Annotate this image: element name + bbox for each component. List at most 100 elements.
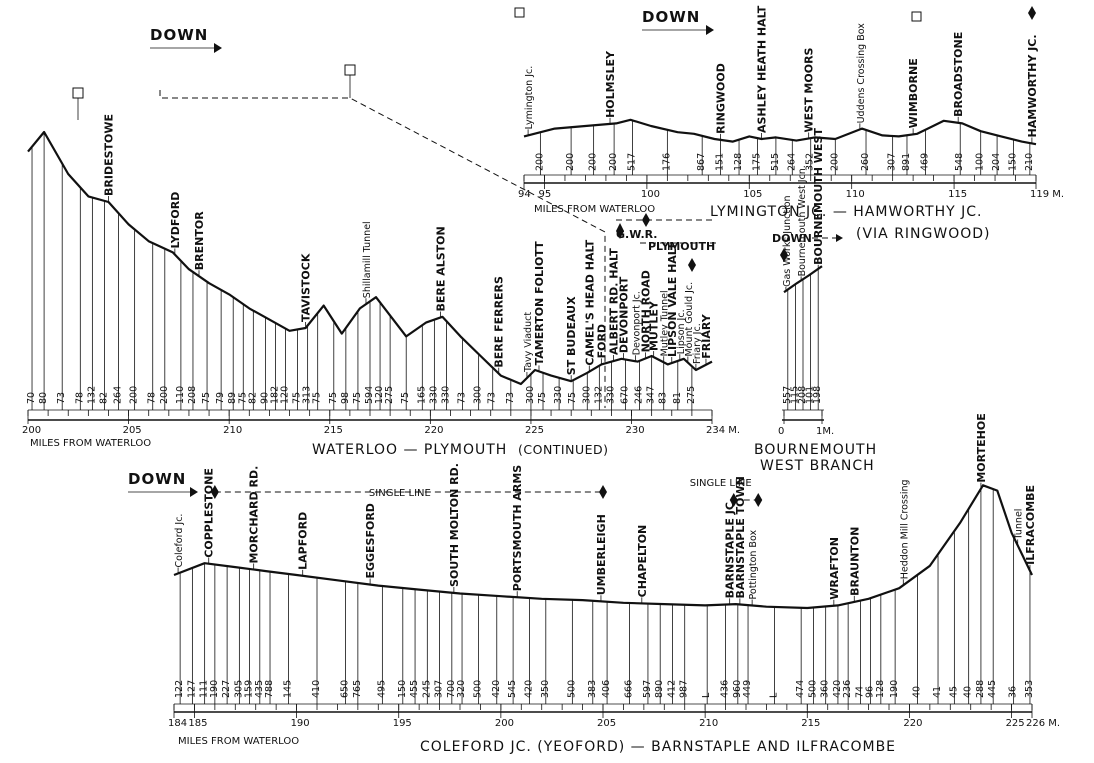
gradient-label: 594: [364, 386, 375, 404]
gradient-label: 75: [537, 392, 548, 404]
station-label: Friary Jc.: [692, 323, 703, 364]
station-label: ST BUDEAUX: [565, 296, 578, 375]
station-label: DEVONPORT: [617, 276, 630, 353]
station-label: ASHLEY HEATH HALT: [756, 5, 769, 133]
gradient-label: 353: [1024, 680, 1035, 698]
gradient-label: 960: [732, 680, 743, 698]
gradient-label: 330: [605, 386, 616, 404]
station-label: BRIDESTOWE: [102, 114, 115, 196]
gradient-label: 75: [292, 392, 303, 404]
gradient-label: 557: [782, 386, 793, 404]
x-tick-label: 95: [538, 189, 551, 200]
wp-plymouth-label: PLYMOUTH: [648, 240, 715, 253]
gradient-label: 115: [789, 386, 800, 404]
x-tick-label: 190: [291, 718, 310, 729]
station-label: UMBERLEIGH: [595, 514, 608, 595]
gradient-label: 788: [264, 680, 275, 698]
gradient-label: 890: [654, 680, 665, 698]
station-label: LYDFORD: [169, 192, 182, 249]
station-label: Gas Works Junction: [782, 195, 793, 286]
station-label: BARNSTAPLE TOWN: [734, 476, 747, 598]
gradient-label: 300: [525, 386, 536, 404]
gradient-label: 73: [487, 392, 498, 404]
station-label: BARNSTAPLE JC.: [724, 498, 737, 598]
gradient-label: 500: [807, 680, 818, 698]
gradient-label: 350: [540, 680, 551, 698]
gradient-label: 867: [696, 153, 707, 171]
gradient-label: 449: [742, 680, 753, 698]
gradient-label: 74: [854, 686, 865, 698]
gradient-label: 891: [901, 153, 912, 171]
station-label: FRIARY: [700, 313, 713, 358]
gradient-label: 410: [311, 680, 322, 698]
gradient-label: 264: [786, 153, 797, 171]
waterloo-plymouth-profile: 200 205 210 215 220 225 230 234 M. 70 80 73 78 132 8…: [22, 64, 740, 458]
gradient-label: 495: [376, 680, 387, 698]
gradient-label: 151: [715, 153, 726, 171]
gradient-label: 455: [409, 680, 420, 698]
x-tick-label: 220: [424, 425, 443, 436]
gradient-label: 120: [280, 386, 291, 404]
gradient-label: 420: [832, 680, 843, 698]
station-label: ALBERT RD. HALT: [607, 248, 620, 355]
gradient-label: 75: [312, 392, 323, 404]
station-label: LIPSON VALE HALT: [666, 242, 679, 357]
station-label: TAMERTON FOLIOTT: [533, 241, 546, 366]
gradient-label: 383: [587, 680, 598, 698]
gradient-label: L: [701, 692, 712, 698]
gradient-label: 78: [74, 392, 85, 404]
down-arrow-lymington: DOWN: [642, 8, 714, 35]
station-label: BOURNEMOUTH WEST: [812, 128, 825, 265]
gradient-label: 122: [174, 680, 185, 698]
x-tick-label: 195: [393, 718, 412, 729]
gradient-label: 436: [720, 680, 731, 698]
station-label: Uddens Crossing Box: [856, 23, 867, 124]
x-tick-label: 210: [699, 718, 718, 729]
gradient-label: 208: [187, 386, 198, 404]
gradient-label: 245: [421, 680, 432, 698]
station-label: Tunnel: [1014, 509, 1025, 541]
gradient-label: 200: [588, 153, 599, 171]
station-label: CAMEL'S HEAD HALT: [583, 239, 596, 365]
gradient-label: 73: [505, 392, 516, 404]
gradient-label: 545: [507, 680, 518, 698]
gradient-label: 517: [627, 153, 638, 171]
gradient-label: 204: [991, 153, 1002, 171]
x-tick-label: 215: [324, 425, 343, 436]
station-label: Pottington Box: [748, 530, 759, 600]
station-label: TAVISTOCK: [300, 253, 313, 322]
gradient-label: 445: [987, 680, 998, 698]
gradient-label: 73: [56, 392, 67, 404]
station-label: Lipson Jc.: [676, 309, 687, 354]
gradient-label: 300: [581, 386, 592, 404]
gradient-label: 987: [679, 680, 690, 698]
station-label: WEST MOORS: [803, 47, 816, 132]
station-label: RINGWOOD: [715, 63, 728, 134]
gradient-label: 227: [221, 680, 232, 698]
gradient-label: 96: [865, 686, 876, 698]
down-arrow-coleford: DOWN: [128, 470, 198, 497]
gradient-label: 515: [770, 153, 781, 171]
tablet-marker: [599, 485, 607, 499]
gradient-label: 75: [400, 392, 411, 404]
gradient-label: 765: [352, 680, 363, 698]
station-label: BERE ALSTON: [434, 226, 447, 311]
gradient-label: 40: [963, 686, 974, 698]
gradient-label: 110: [175, 386, 186, 404]
gradient-label: 246: [634, 386, 645, 404]
gradient-label: 101: [805, 386, 816, 404]
gradient-label: 90: [259, 392, 270, 404]
wp-xlabel: MILES FROM WATERLOO: [30, 438, 151, 449]
gradient-label: 127: [186, 680, 197, 698]
station-label: Mount Gould Jc.: [684, 282, 695, 357]
co-title: COLEFORD JC. (YEOFORD) — BARNSTAPLE AND …: [420, 739, 896, 755]
x-tick-label: 225: [1006, 718, 1025, 729]
gradient-label: 176: [661, 153, 672, 171]
x-tick-label: 230: [626, 425, 645, 436]
station-label: Bournemouth West Jcn.: [797, 165, 808, 276]
x-tick-label: 215: [801, 718, 820, 729]
gradient-label: 420: [491, 680, 502, 698]
x-tick-label: 205: [597, 718, 616, 729]
